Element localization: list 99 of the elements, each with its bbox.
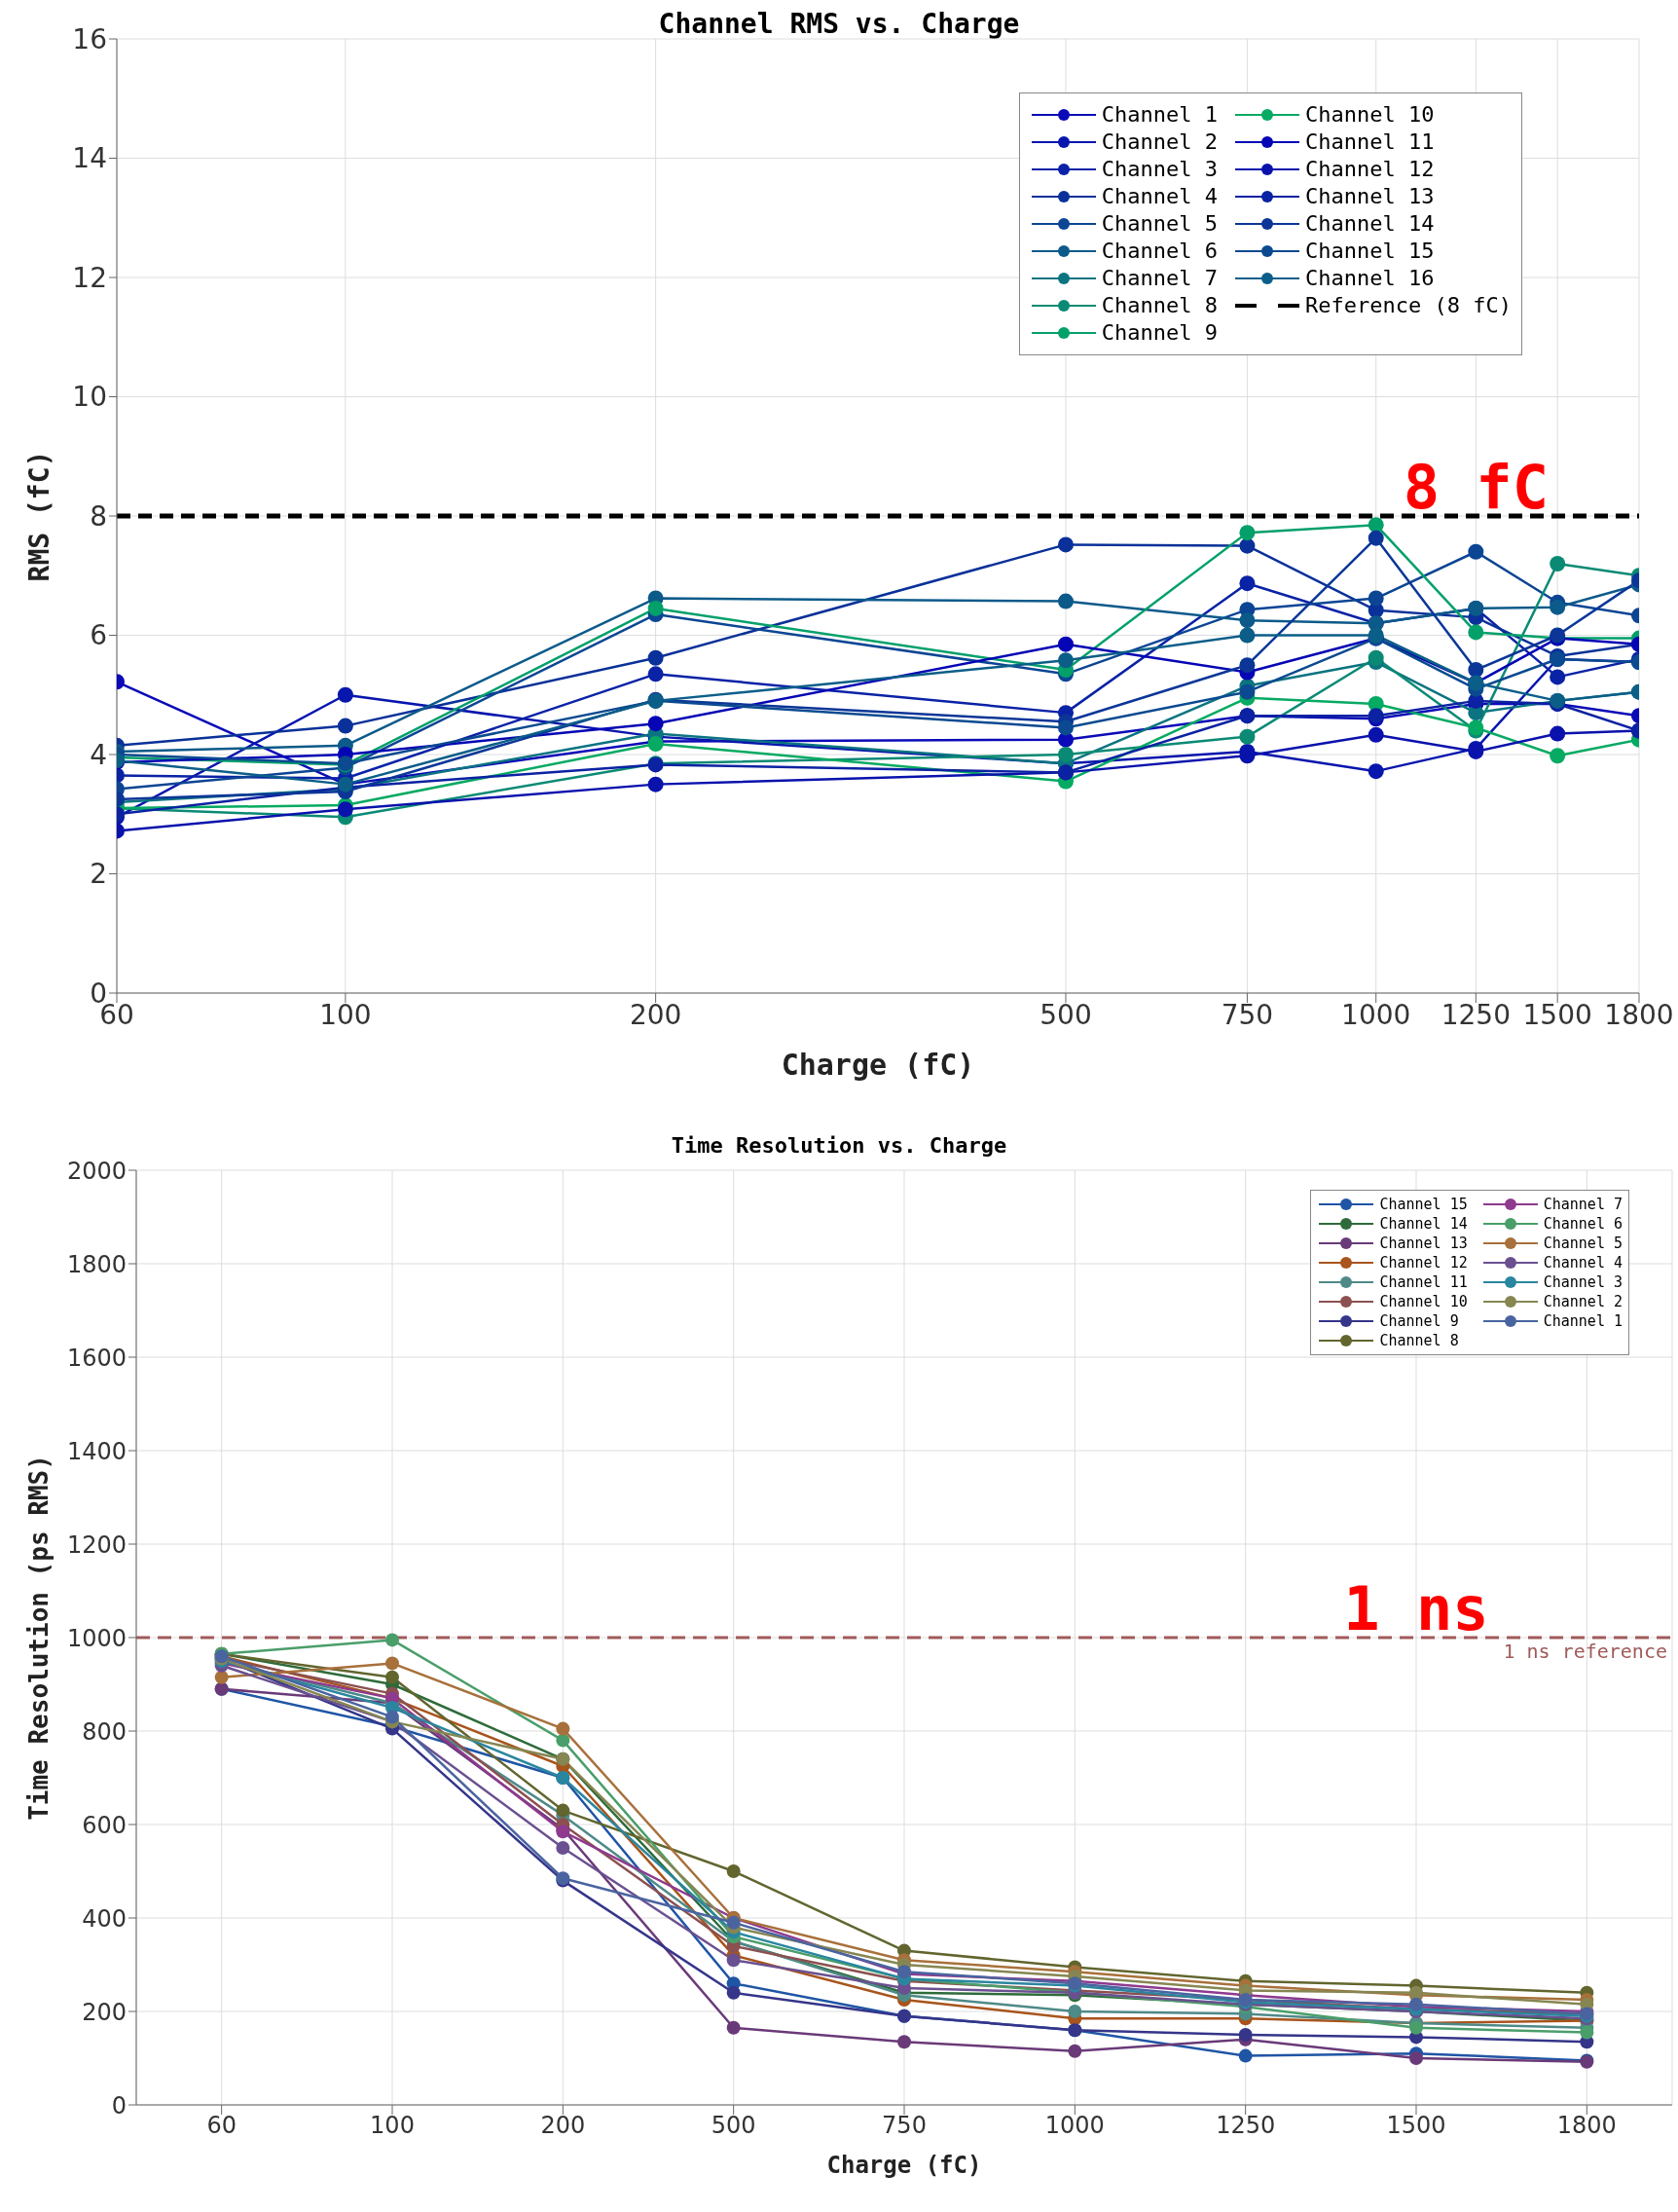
point [1238,2048,1253,2063]
point [556,1733,570,1748]
x-tick-label: 1800 [1556,2112,1617,2140]
point [1238,2028,1253,2042]
chart-title: Time Resolution vs. Charge [670,1133,1008,1158]
legend-label: Channel 5 [1101,210,1219,238]
legend-label: Channel 15 [1379,1195,1468,1214]
legend-label: Channel 4 [1543,1253,1623,1272]
x-tick-label: 200 [629,998,682,1031]
point [1068,2005,1082,2018]
y-tick-label: 800 [82,1717,127,1746]
x-axis-title: Charge (fC) [826,2152,982,2179]
ref-line-label: 1 ns reference [1503,1640,1667,1663]
x-tick-label: 750 [1221,998,1274,1031]
legend-label: Channel 6 [1543,1214,1623,1234]
point [385,1633,399,1647]
y-tick-label: 200 [82,1998,127,2026]
legend-label: Channel 7 [1101,265,1219,292]
y-tick-label: 12 [72,261,107,294]
legend-label: Channel 13 [1379,1234,1468,1253]
point [726,2020,741,2035]
y-tick-label: 1400 [66,1437,127,1465]
x-tick-label: 500 [711,2112,756,2140]
y-tick-label: 4 [90,738,107,771]
legend-label: Channel 12 [1379,1253,1468,1272]
legend-label: Channel 13 [1305,183,1435,210]
point [726,1915,741,1930]
point [726,1864,741,1878]
legend-label: Channel 3 [1543,1272,1623,1292]
legend-label: Channel 2 [1543,1292,1623,1311]
x-tick-label: 750 [882,2112,927,2140]
legend-label: Channel 14 [1305,210,1435,238]
point [556,1841,570,1855]
y-tick-label: 1600 [66,1344,127,1372]
y-tick-label: 14 [72,142,107,175]
legend-label: Channel 2 [1101,129,1219,156]
x-tick-label: 1500 [1522,998,1592,1031]
x-tick-label: 100 [370,2112,415,2140]
legend-label: Channel 12 [1305,156,1435,183]
x-tick-label: 100 [319,998,372,1031]
x-tick-label: 500 [1040,998,1092,1031]
legend-label: Channel 1 [1543,1311,1623,1331]
x-tick-label: 1000 [1044,2112,1105,2140]
x-tick-label: 1250 [1216,2112,1276,2140]
point [214,1670,229,1684]
y-tick-label: 1200 [66,1530,127,1559]
y-tick-label: 1800 [66,1250,127,1278]
x-tick-label: 1000 [1341,998,1411,1031]
annotation: 1 ns [1343,1573,1489,1644]
point [1409,2020,1423,2035]
x-tick-label: 1500 [1386,2112,1446,2140]
y-axis-title: Time Resolution (ps RMS) [24,1455,55,1821]
y-tick-label: 1000 [66,1624,127,1652]
x-tick-label: 1800 [1604,998,1674,1031]
y-tick-label: 16 [72,22,107,55]
x-axis-title: Charge (fC) [781,1048,975,1082]
y-tick-label: 2000 [66,1157,127,1185]
point [556,1803,570,1818]
point [897,2035,911,2049]
y-tick-label: 8 [90,499,107,533]
point [726,1953,741,1968]
legend-label: Channel 11 [1379,1272,1468,1292]
legend-label: Reference (8 fC) [1305,292,1512,319]
legend-label: Channel 1 [1101,101,1219,129]
y-tick-label: 600 [82,1811,127,1839]
point [385,1670,399,1684]
legend-label: Channel 5 [1543,1234,1623,1253]
legend-label: Channel 9 [1101,319,1219,347]
point [1580,2025,1594,2040]
legend-label: Channel 14 [1379,1214,1468,1234]
legend-label: Channel 10 [1379,1292,1468,1311]
x-tick-label: 1250 [1441,998,1511,1031]
legend-label: Channel 8 [1379,1331,1459,1350]
legend-label: Channel 10 [1305,101,1435,129]
x-tick-label: 60 [206,2112,237,2140]
legend-label: Channel 16 [1305,265,1435,292]
legend-label: Channel 3 [1101,156,1219,183]
point [385,1710,399,1724]
y-tick-label: 2 [90,858,107,891]
x-tick-label: 200 [540,2112,586,2140]
y-axis-title: RMS (fC) [22,450,55,582]
y-tick-label: 400 [82,1904,127,1933]
y-tick-label: 0 [111,2091,127,2120]
point [385,1656,399,1671]
point [1409,2051,1423,2065]
y-tick-label: 6 [90,619,107,652]
point [556,1721,570,1736]
chart-title: Channel RMS vs. Charge [658,8,1020,40]
legend-label: Channel 11 [1305,129,1435,156]
legend-label: Channel 6 [1101,238,1219,265]
y-tick-label: 10 [72,381,107,414]
legend-label: Channel 8 [1101,292,1219,319]
point [1068,2044,1082,2058]
point [726,1985,741,2000]
legend-label: Channel 15 [1305,238,1435,265]
annotation: 8 fC [1403,452,1549,523]
legend-label: Channel 4 [1101,183,1219,210]
legend-label: Channel 9 [1379,1311,1459,1331]
legend-label: Channel 7 [1543,1195,1623,1214]
